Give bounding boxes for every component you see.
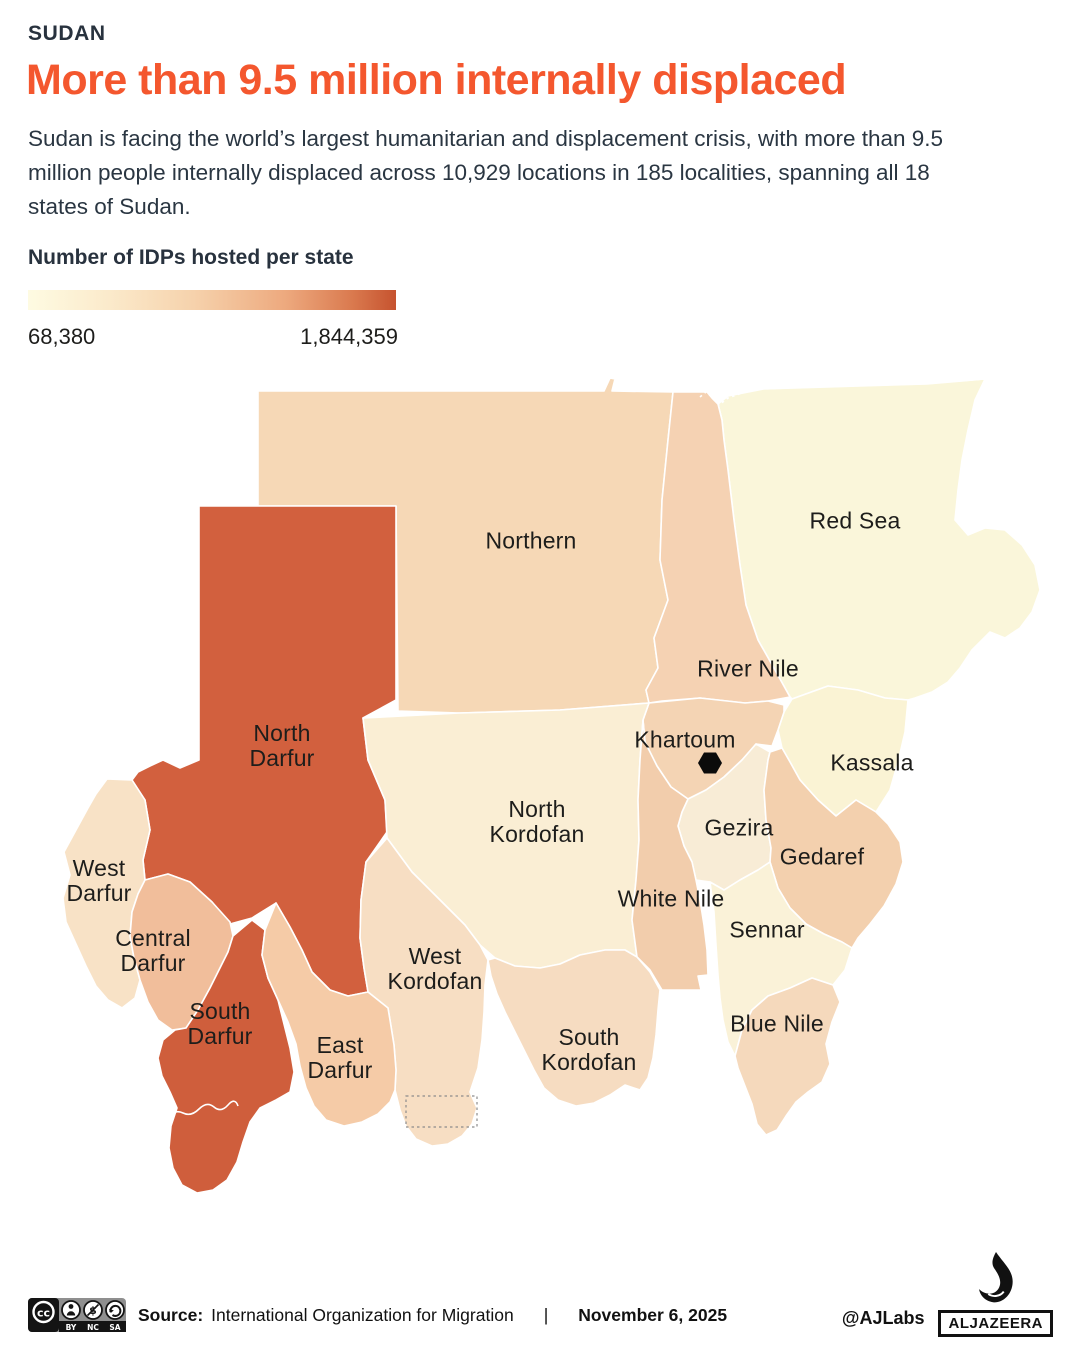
state-label-red-sea: Red Sea (809, 507, 901, 534)
sa-icon (105, 1300, 125, 1320)
state-label-blue-nile: Blue Nile (730, 1010, 824, 1037)
legend-scale: 68,380 1,844,359 (28, 324, 398, 350)
state-river-nile (645, 391, 791, 704)
svg-text:SA: SA (109, 1323, 120, 1332)
south-darfur-boundary-squiggle (166, 1100, 239, 1118)
state-label-central-darfur: Central Darfur (115, 925, 191, 976)
separator: | (543, 1304, 549, 1325)
page-title: More than 9.5 million internally displac… (26, 56, 847, 104)
description: Sudan is facing the world’s largest huma… (28, 126, 944, 219)
kicker: SUDAN (28, 22, 106, 45)
cc-icon (32, 1300, 55, 1324)
state-label-northern: Northern (485, 527, 577, 554)
state-blue-nile (734, 977, 841, 1136)
aljazeera-logo-box: ALJAZEERA (938, 1310, 1053, 1337)
state-label-khartoum: Khartoum (634, 726, 736, 753)
state-label-east-darfur: East Darfur (307, 1032, 373, 1083)
state-label-sennar: Sennar (729, 916, 805, 943)
aljazeera-flame-icon (978, 1251, 1013, 1303)
svg-text:BY: BY (66, 1323, 77, 1332)
state-label-north-kordofan: North Kordofan (489, 796, 585, 847)
cc-license-badge: cc $ BY NC SA (28, 1298, 126, 1332)
legend-gradient-bar (28, 290, 396, 310)
footer: cc $ BY NC SA (28, 1251, 1053, 1337)
state-white-nile (631, 719, 709, 991)
source-label: Source: (138, 1304, 204, 1325)
state-west-darfur (62, 778, 151, 1009)
abyei-dashed-box (405, 1095, 478, 1128)
svg-text:cc: cc (37, 1307, 50, 1320)
source-name: International Organization for Migration (211, 1304, 514, 1325)
state-label-west-kordofan: West Kordofan (387, 943, 483, 994)
state-east-darfur (261, 902, 397, 1127)
state-label-gezira: Gezira (704, 814, 774, 841)
khartoum-capital-marker (698, 752, 722, 774)
ajlabs-credit: @AJLabs (841, 1308, 925, 1328)
state-label-west-darfur: West Darfur (66, 855, 132, 906)
nc-icon: $ (83, 1300, 103, 1320)
state-label-south-darfur: South Darfur (187, 998, 253, 1049)
source-line: Source: International Organization for M… (138, 1305, 727, 1326)
state-red-sea (717, 378, 1041, 701)
state-south-kordofan (487, 949, 661, 1107)
aljazeera-brand: ALJAZEERA (938, 1250, 1053, 1337)
svg-text:NC: NC (87, 1323, 99, 1332)
halaib-dashed-border (699, 378, 986, 406)
state-gedaref (763, 747, 904, 949)
state-label-river-nile: River Nile (697, 655, 799, 682)
publish-date: November 6, 2025 (578, 1304, 728, 1325)
legend-max-value: 1,844,359 (300, 324, 398, 349)
legend-title: Number of IDPs hosted per state (28, 246, 354, 269)
by-icon (61, 1300, 81, 1320)
state-south-darfur (157, 919, 295, 1194)
state-label-white-nile: White Nile (617, 885, 725, 912)
state-label-gedaref: Gedaref (779, 843, 865, 870)
legend-min-value: 68,380 (28, 324, 96, 349)
state-label-south-kordofan: South Kordofan (541, 1024, 637, 1075)
state-label-kassala: Kassala (830, 749, 914, 776)
state-label-north-darfur: North Darfur (249, 720, 315, 771)
